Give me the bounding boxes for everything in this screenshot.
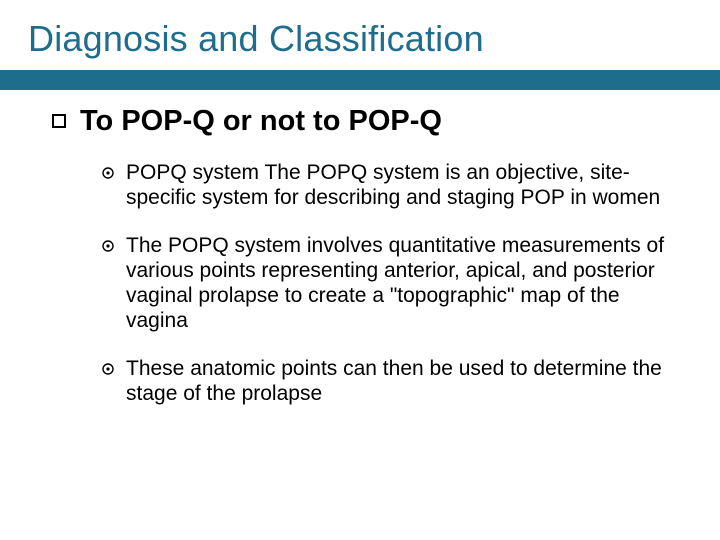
level2-item: The POPQ system involves quantitative me… bbox=[102, 234, 672, 333]
accent-bar bbox=[0, 70, 720, 90]
level1-item: To POP-Q or not to POP-Q bbox=[52, 104, 692, 139]
dot-bullet-icon bbox=[102, 167, 114, 179]
dot-bullet-icon bbox=[102, 240, 114, 252]
slide-container: Diagnosis and Classification To POP-Q or… bbox=[0, 0, 720, 540]
level2-text: The POPQ system involves quantitative me… bbox=[126, 234, 672, 333]
level2-text: POPQ system The POPQ system is an object… bbox=[126, 161, 672, 211]
square-bullet-icon bbox=[52, 114, 66, 128]
level2-item: These anatomic points can then be used t… bbox=[102, 357, 672, 407]
dot-bullet-icon bbox=[102, 363, 114, 375]
level2-text: These anatomic points can then be used t… bbox=[126, 357, 672, 407]
level2-item: POPQ system The POPQ system is an object… bbox=[102, 161, 672, 211]
level1-text: To POP-Q or not to POP-Q bbox=[80, 104, 442, 139]
slide-title: Diagnosis and Classification bbox=[28, 18, 692, 60]
